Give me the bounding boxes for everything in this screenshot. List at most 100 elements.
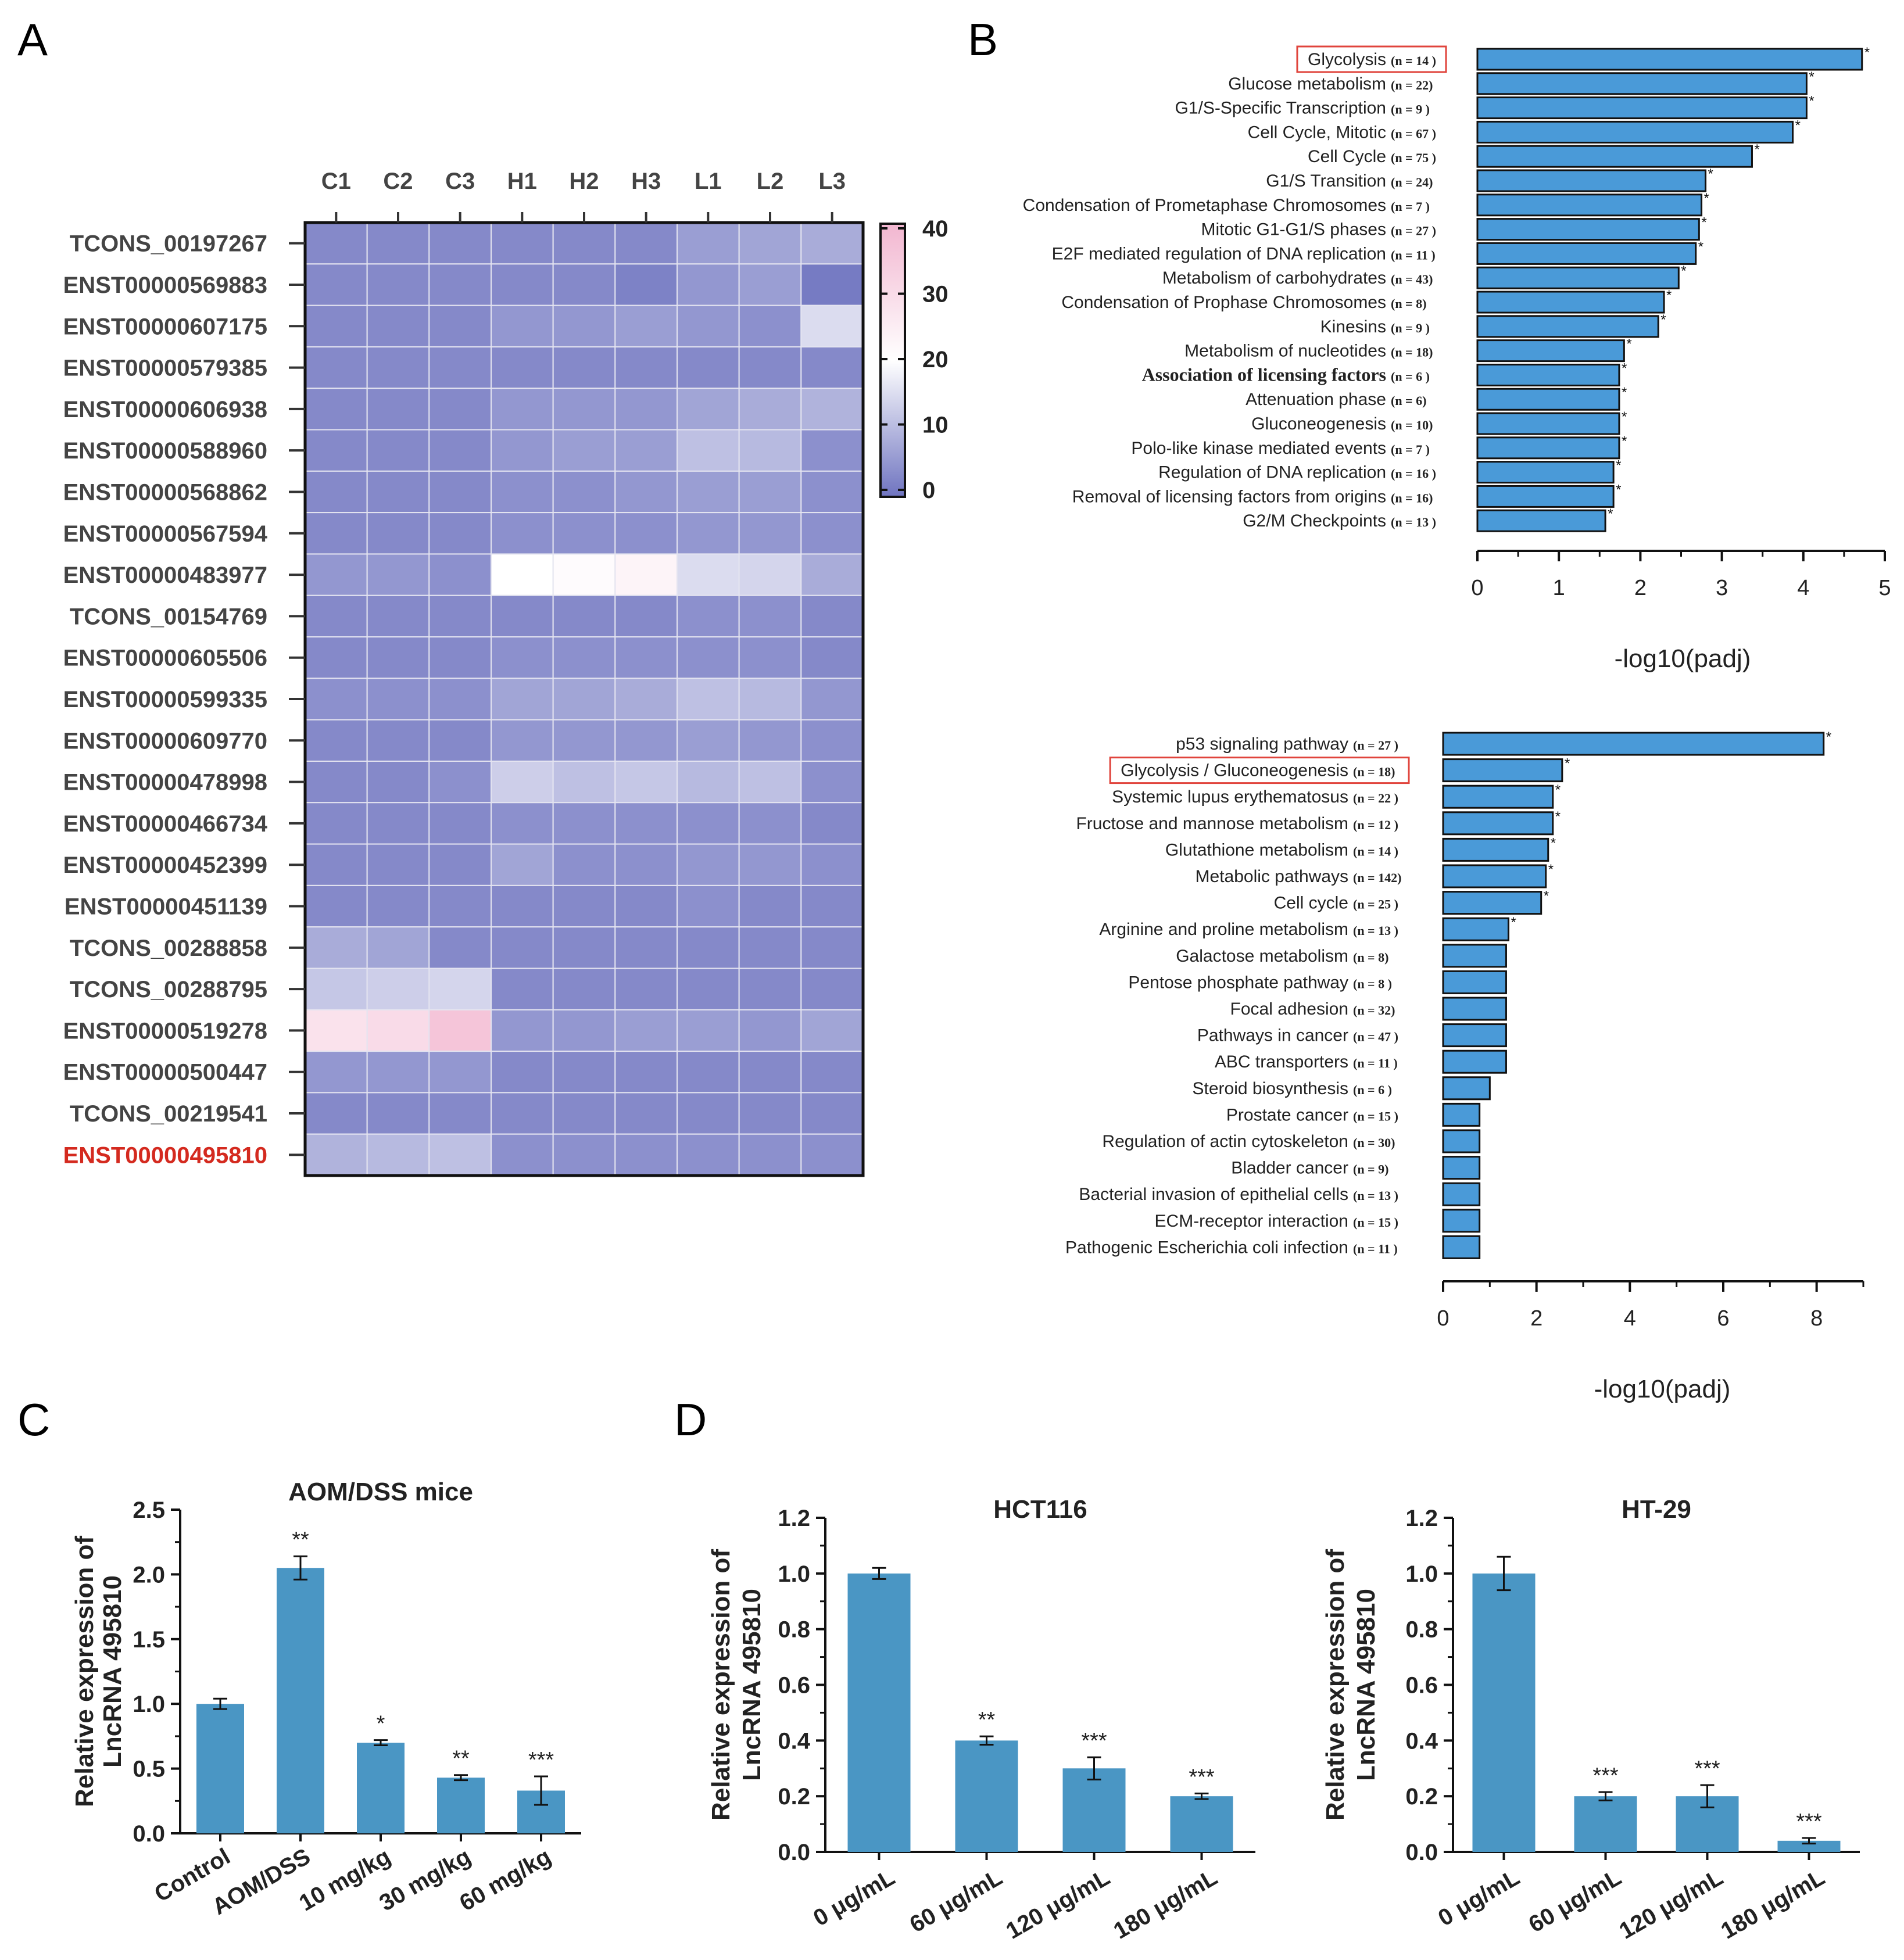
heatmap-cell: [491, 926, 554, 969]
heatmap-cell: [366, 263, 430, 306]
heatmap-cell: [428, 926, 492, 969]
category-label: Polo-like kinase mediated events: [1131, 439, 1386, 458]
heatmap-cell: [552, 884, 616, 928]
heatmap-cell: [614, 636, 678, 679]
significance-star: *: [1551, 835, 1556, 851]
heatmap-cell: [738, 1009, 802, 1052]
bar: [1476, 96, 1808, 120]
heatmap-cell: [614, 222, 678, 265]
heatmap-cell: [800, 678, 864, 721]
significance-star: ***: [528, 1748, 554, 1772]
y-axis-tick-label: 0.6: [1405, 1673, 1438, 1699]
heatmap-cell: [677, 1009, 740, 1052]
heatmap-cell: [428, 636, 492, 679]
heatmap-cell: [800, 1133, 864, 1177]
heatmap-cell: [552, 1092, 616, 1135]
category-count: (n = 22): [1391, 78, 1433, 92]
heatmap-cell: [366, 802, 430, 845]
category-label: ABC transporters: [1215, 1052, 1348, 1072]
heatmap-cell: [552, 719, 616, 762]
significance-star: *: [1616, 458, 1621, 474]
category-label: Metabolism of nucleotides: [1184, 342, 1386, 361]
heatmap-cell: [428, 1051, 492, 1094]
category-count: (n = 7 ): [1391, 442, 1430, 457]
heatmap-cell: [614, 388, 678, 431]
bar: [1062, 1768, 1126, 1852]
heatmap-cell: [305, 968, 368, 1011]
y-axis-tick-label: 0.2: [1405, 1784, 1438, 1809]
heatmap-cell: [614, 429, 678, 472]
significance-star: *: [1826, 729, 1831, 745]
bar: [1442, 732, 1825, 756]
heatmap-row-label: ENST00000452399: [63, 852, 267, 878]
heatmap-cell: [305, 512, 368, 555]
x-axis-tick-label: 1: [1553, 576, 1565, 600]
category-label: Removal of licensing factors from origin…: [1072, 487, 1386, 506]
heatmap-cell: [614, 719, 678, 762]
heatmap-cell: [800, 553, 864, 596]
heatmap-cell: [366, 1051, 430, 1094]
heatmap-cell: [738, 678, 802, 721]
heatmap-cell: [491, 719, 554, 762]
heatmap-cell: [738, 968, 802, 1011]
heatmap-cell: [738, 512, 802, 555]
heatmap-cell: [677, 1092, 740, 1135]
category-count: (n = 25 ): [1353, 897, 1398, 912]
heatmap-cell: [491, 304, 554, 347]
y-axis-tick-label: 1.0: [1405, 1561, 1438, 1587]
heatmap-cell: [366, 843, 430, 886]
heatmap-cell: [800, 429, 864, 472]
significance-star: *: [1701, 215, 1706, 231]
heatmap-cell: [366, 1133, 430, 1177]
significance-star: *: [1698, 239, 1703, 255]
category-label: ECM-receptor interaction: [1155, 1212, 1348, 1231]
heatmap-cell: [552, 388, 616, 431]
category-label: Focal adhesion: [1230, 999, 1348, 1019]
x-axis-label: -log10(padj): [1594, 1375, 1731, 1403]
significance-star: *: [1754, 142, 1759, 157]
heatmap-cell: [738, 636, 802, 679]
category-label: E2F mediated regulation of DNA replicati…: [1052, 244, 1386, 263]
category-count: (n = 16 ): [1391, 467, 1436, 481]
x-axis-tick-label: 2: [1634, 576, 1647, 600]
category-label: Condensation of Prophase Chromosomes: [1061, 293, 1386, 312]
bar: [1442, 944, 1507, 968]
heatmap-cell: [366, 470, 430, 514]
heatmap-cell: [677, 926, 740, 969]
heatmap-cell: [738, 388, 802, 431]
category-label: Systemic lupus erythematosus: [1112, 787, 1348, 807]
significance-star: *: [1809, 69, 1814, 85]
panel-label-c: C: [17, 1394, 50, 1445]
heatmap-cell: [491, 553, 554, 596]
significance-star: *: [1616, 482, 1621, 497]
heatmap-cell: [677, 512, 740, 555]
heatmap-cell: [366, 512, 430, 555]
heatmap-row-label: TCONS_00288795: [70, 977, 267, 1002]
heatmap-row-label: ENST00000567594: [63, 521, 268, 547]
bar: [1476, 461, 1615, 484]
heatmap-cell: [738, 263, 802, 306]
heatmap-cell: [738, 1133, 802, 1177]
heatmap-cell: [305, 1092, 368, 1135]
heatmap-cell: [491, 1133, 554, 1177]
category-count: (n = 27 ): [1353, 738, 1398, 753]
category-label: Kinesins: [1320, 317, 1386, 336]
heatmap-cell: [428, 346, 492, 389]
bar: [1442, 891, 1542, 915]
category-label: G2/M Checkpoints: [1243, 511, 1386, 531]
bar: [1476, 120, 1794, 144]
category-count: (n = 6): [1391, 393, 1426, 408]
heatmap-cell: [552, 1133, 616, 1177]
bar: [1442, 1076, 1491, 1101]
x-axis-tick-label: 6: [1717, 1306, 1729, 1331]
heatmap-column-label: H2: [569, 169, 599, 194]
category-count: (n = 9): [1353, 1162, 1388, 1177]
bar: [1476, 339, 1625, 363]
y-axis-tick-label: 0.8: [1405, 1617, 1438, 1643]
category-label: Pentose phosphate pathway: [1128, 973, 1348, 992]
heatmap-cell: [305, 553, 368, 596]
bar: [1476, 145, 1753, 168]
bar: [847, 1573, 911, 1852]
x-axis-tick-label: 30 mg/kg: [375, 1844, 475, 1916]
heatmap-column-label: H3: [631, 169, 661, 194]
